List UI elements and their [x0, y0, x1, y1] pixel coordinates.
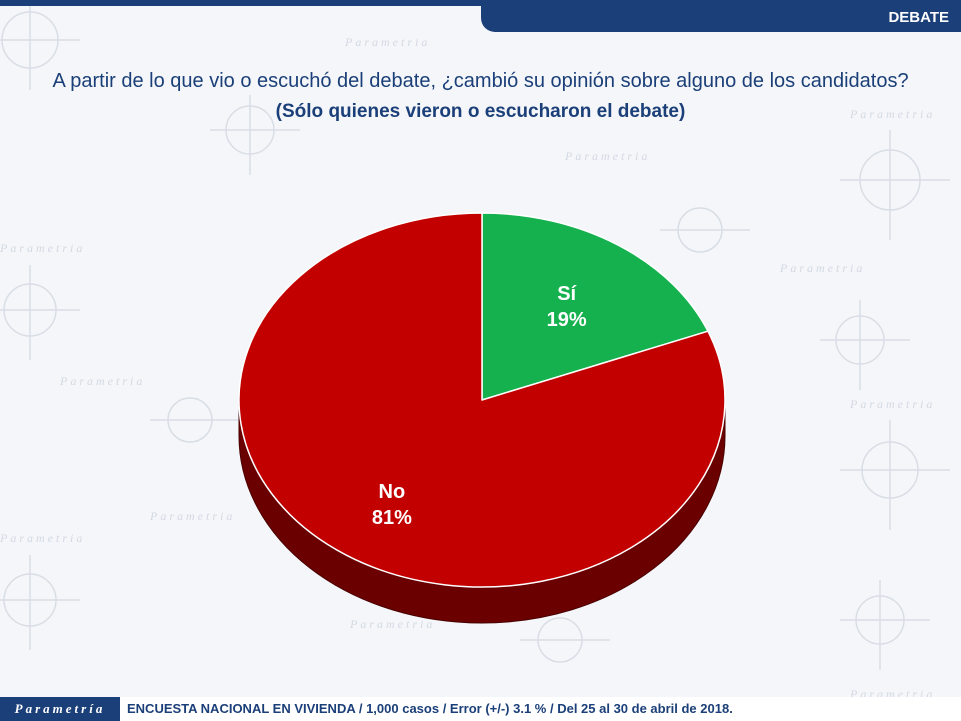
slice-category-label: Sí — [557, 283, 577, 305]
top-brand-band — [0, 0, 961, 6]
parametria-logo: Parametría — [0, 697, 120, 721]
section-tab: DEBATE — [481, 0, 961, 32]
chart-subtitle: (Sólo quienes vieron o escucharon el deb… — [275, 101, 686, 122]
survey-note: ENCUESTA NACIONAL EN VIVIENDA / 1,000 ca… — [127, 701, 733, 716]
pie-slice-1 — [481, 212, 709, 401]
slice-value-label: 81% — [372, 507, 412, 529]
pie-slice-2 — [238, 212, 726, 588]
footer: Parametría ENCUESTA NACIONAL EN VIVIENDA… — [0, 697, 961, 721]
slice-category-label: No — [379, 481, 406, 503]
chart-title: A partir de lo que vio o escuchó del deb… — [52, 70, 909, 92]
slice-value-label: 19% — [547, 309, 587, 331]
